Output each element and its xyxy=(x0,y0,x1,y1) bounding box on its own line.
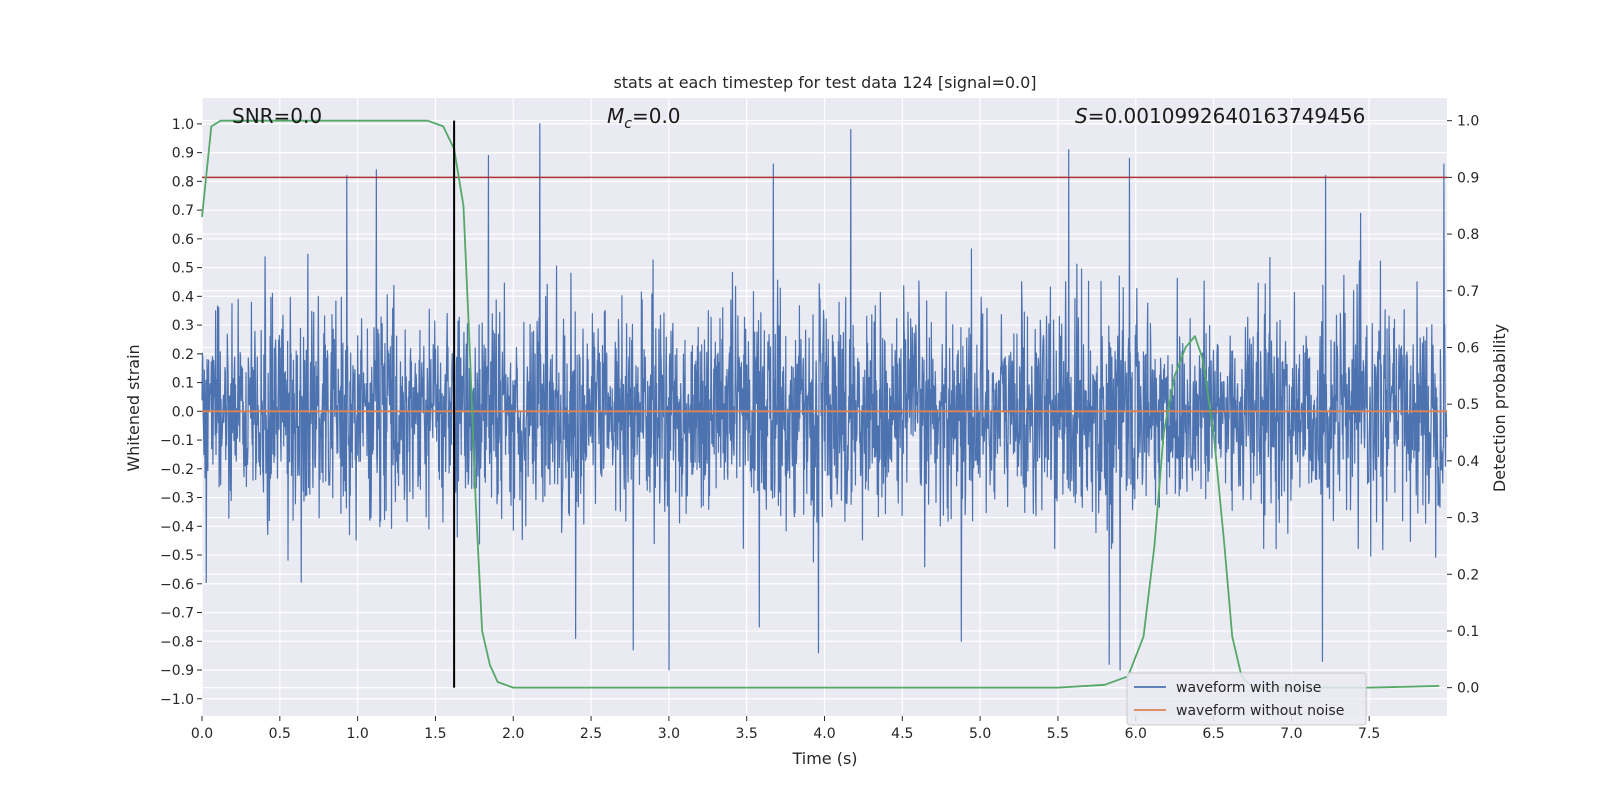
y-right-tick-label: 0.8 xyxy=(1457,227,1479,243)
y-right-tick-label: 0.2 xyxy=(1457,567,1479,583)
x-tick-label: 7.0 xyxy=(1280,726,1302,742)
x-tick-label: 7.5 xyxy=(1358,726,1380,742)
x-tick-label: 4.0 xyxy=(813,726,835,742)
y-right-axis-ticks: 1.0 0.9 0.8 0.7 0.6 0.5 0.4 0.3 0.2 0.1 0.0 xyxy=(1447,114,1479,697)
mc-value: =0.0 xyxy=(632,104,681,128)
y-right-axis-label: Detection probability xyxy=(1490,324,1509,492)
y-left-tick-label: −0.2 xyxy=(160,462,194,478)
y-right-tick-label: 1.0 xyxy=(1457,114,1479,130)
x-tick-label: 3.5 xyxy=(736,726,758,742)
waveform-with-noise-series xyxy=(201,123,1448,671)
y-left-tick-label: 0.9 xyxy=(172,146,194,162)
x-tick-label: 2.0 xyxy=(502,726,524,742)
y-right-tick-label: 0.3 xyxy=(1457,511,1479,527)
x-tick-label: 5.0 xyxy=(969,726,991,742)
y-right-tick-label: 0.4 xyxy=(1457,454,1479,470)
x-tick-label: 0.5 xyxy=(269,726,291,742)
legend: waveform with noise waveform without noi… xyxy=(1126,672,1367,726)
y-right-tick-label: 0.5 xyxy=(1457,397,1479,413)
y-left-tick-label: −0.7 xyxy=(160,606,194,622)
y-left-tick-label: 1.0 xyxy=(172,117,194,133)
legend-label-noise: waveform with noise xyxy=(1176,680,1321,696)
y-left-tick-label: −0.4 xyxy=(160,519,194,535)
y-left-tick-label: −0.9 xyxy=(160,663,194,679)
y-left-tick-label: 0.2 xyxy=(172,347,194,363)
x-tick-label: 6.0 xyxy=(1125,726,1147,742)
y-left-tick-label: −0.1 xyxy=(160,433,194,449)
y-left-tick-label: 0.3 xyxy=(172,318,194,334)
y-left-tick-label: 0.5 xyxy=(172,261,194,277)
y-left-tick-label: −1.0 xyxy=(160,692,194,708)
x-tick-label: 5.5 xyxy=(1047,726,1069,742)
y-right-tick-label: 0.9 xyxy=(1457,170,1479,186)
x-tick-label: 1.5 xyxy=(424,726,446,742)
series-line-detection-probability xyxy=(201,119,1440,689)
y-left-tick-label: 0.1 xyxy=(172,376,194,392)
y-left-axis-ticks: 1.0 0.9 0.8 0.7 0.6 0.5 0.4 0.3 0.2 0.1 0.0 −0.1 −0.… xyxy=(160,117,202,708)
y-right-tick-label: 0.6 xyxy=(1457,340,1479,356)
series-line-waveform-with-noise xyxy=(201,123,1448,671)
s-value: =0.0010992640163749456 xyxy=(1088,104,1366,128)
y-left-tick-label: 0.6 xyxy=(172,232,194,248)
mc-annotation: Mc=0.0 xyxy=(607,104,681,132)
s-symbol: S xyxy=(1075,104,1088,128)
y-right-tick-label: 0.7 xyxy=(1457,284,1479,300)
mc-symbol: M xyxy=(607,104,624,128)
x-tick-label: 2.5 xyxy=(580,726,602,742)
x-tick-label: 4.5 xyxy=(891,726,913,742)
x-tick-label: 6.5 xyxy=(1202,726,1224,742)
legend-label-clean: waveform without noise xyxy=(1176,703,1344,719)
y-left-tick-label: −0.6 xyxy=(160,577,194,593)
y-left-tick-label: −0.5 xyxy=(160,548,194,564)
y-left-tick-label: −0.8 xyxy=(160,634,194,650)
x-tick-label: 0.0 xyxy=(191,726,213,742)
x-axis-ticks: 0.0 0.5 1.0 1.5 2.0 2.5 3.0 3.5 4.0 4.5 5.0 5.5 6.0 6… xyxy=(191,716,1380,742)
y-left-axis-label: Whitened strain xyxy=(124,344,143,471)
legend-box xyxy=(1126,672,1367,726)
x-axis-label: Time (s) xyxy=(791,749,857,768)
x-tick-label: 1.0 xyxy=(346,726,368,742)
y-right-tick-label: 0.1 xyxy=(1457,624,1479,640)
overlay-lines xyxy=(201,119,1447,689)
snr-annotation: SNR=0.0 xyxy=(232,104,322,128)
s-annotation: S=0.0010992640163749456 xyxy=(1075,104,1365,128)
y-left-tick-label: 0.4 xyxy=(172,289,194,305)
y-left-tick-label: 0.0 xyxy=(172,404,194,420)
y-left-tick-label: −0.3 xyxy=(160,491,194,507)
chart-title: stats at each timestep for test data 124… xyxy=(613,73,1036,92)
y-right-tick-label: 0.0 xyxy=(1457,681,1479,697)
mc-subscript: c xyxy=(624,116,632,132)
x-tick-label: 3.0 xyxy=(658,726,680,742)
y-left-tick-label: 0.7 xyxy=(172,203,194,219)
y-left-tick-label: 0.8 xyxy=(172,174,194,190)
